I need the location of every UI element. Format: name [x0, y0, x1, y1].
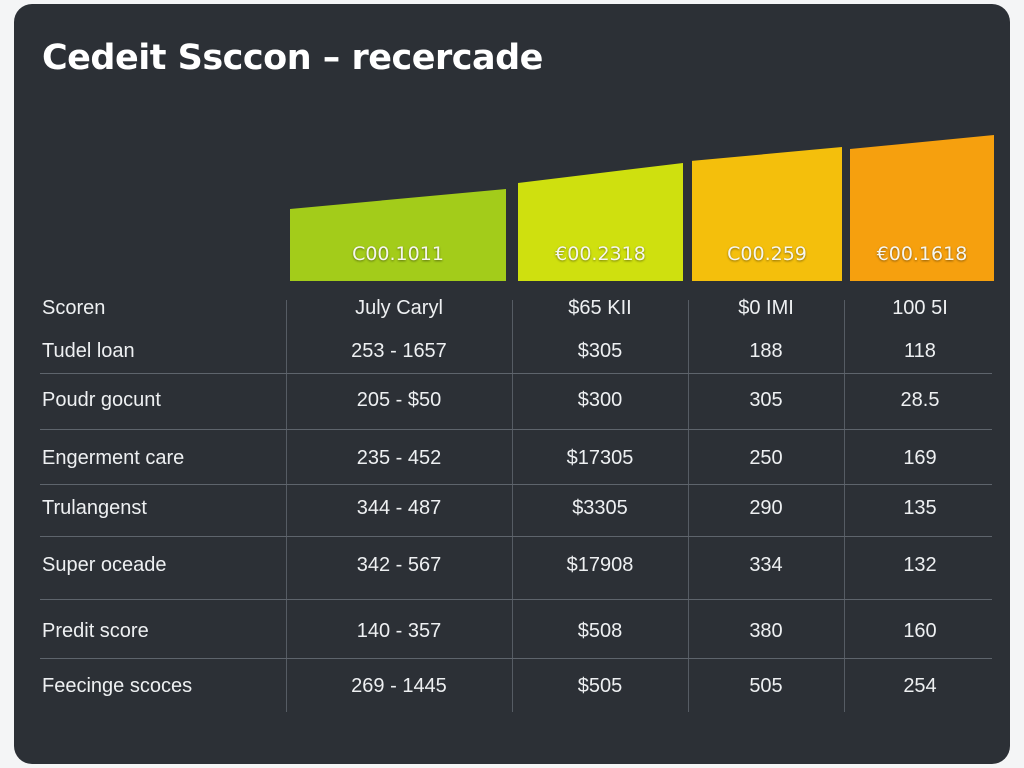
- table-cell: 342 - 567: [356, 554, 442, 576]
- table-cell: 254: [903, 675, 937, 697]
- row-label: Tudel loan: [42, 340, 135, 362]
- table-cell: 140 - 357: [356, 620, 442, 642]
- table-cell: 132: [903, 554, 937, 576]
- table-cell: $17908: [566, 554, 634, 576]
- table-cell: $65 KII: [568, 297, 632, 319]
- column-separator: [688, 300, 689, 712]
- chart-card: Cedeit Ssccon – recercade C00.1011 €00.2…: [14, 4, 1010, 764]
- table-cell: 188: [749, 340, 783, 362]
- table-cell: 305: [749, 389, 783, 411]
- table-cell: 290: [749, 497, 783, 519]
- column-header-1: C00.1011: [290, 189, 506, 281]
- table-cell: 160: [903, 620, 937, 642]
- row-label: Feecinge scoces: [42, 675, 193, 697]
- column-separator: [286, 300, 287, 712]
- row-label: Predit score: [42, 620, 149, 642]
- row-divider: [40, 536, 992, 537]
- table-cell: $3305: [572, 497, 628, 519]
- table-cell: 100 5I: [892, 297, 948, 319]
- table-cell: $0 IMI: [738, 297, 794, 319]
- column-header-2: €00.2318: [518, 163, 683, 281]
- row-divider: [40, 373, 992, 374]
- table-cell: $305: [577, 340, 623, 362]
- row-divider: [40, 658, 992, 659]
- row-divider: [40, 429, 992, 430]
- row-label: Engerment care: [42, 447, 185, 469]
- table-cell: 505: [749, 675, 783, 697]
- table-cell: 28.5: [900, 389, 940, 411]
- table-cell: $300: [577, 389, 623, 411]
- column-header-3: C00.259: [692, 147, 842, 281]
- table-cell: July Caryl: [355, 297, 443, 319]
- table-cell: 169: [903, 447, 937, 469]
- table-cell: 135: [903, 497, 937, 519]
- table-cell: 344 - 487: [356, 497, 442, 519]
- table-cell: $505: [577, 675, 623, 697]
- column-header-4: €00.1618: [850, 135, 994, 281]
- row-divider: [40, 599, 992, 600]
- table-cell: $508: [577, 620, 623, 642]
- table-cell: 235 - 452: [356, 447, 442, 469]
- table-cell: $17305: [566, 447, 634, 469]
- column-separator: [844, 300, 845, 712]
- row-label: Super oceade: [42, 554, 167, 576]
- chart-title: Cedeit Ssccon – recercade: [42, 38, 543, 78]
- row-label: Trulangenst: [42, 497, 147, 519]
- row-divider: [40, 484, 992, 485]
- table-cell: 269 - 1445: [351, 675, 447, 697]
- table-cell: 334: [749, 554, 783, 576]
- column-separator: [512, 300, 513, 712]
- table-cell: 205 - $50: [356, 389, 442, 411]
- table-cell: 380: [749, 620, 783, 642]
- table-cell: 253 - 1657: [351, 340, 447, 362]
- row-label: Poudr gocunt: [42, 389, 161, 411]
- table-cell: 250: [749, 447, 783, 469]
- row-label: Scoren: [42, 297, 106, 319]
- table-cell: 118: [904, 340, 936, 362]
